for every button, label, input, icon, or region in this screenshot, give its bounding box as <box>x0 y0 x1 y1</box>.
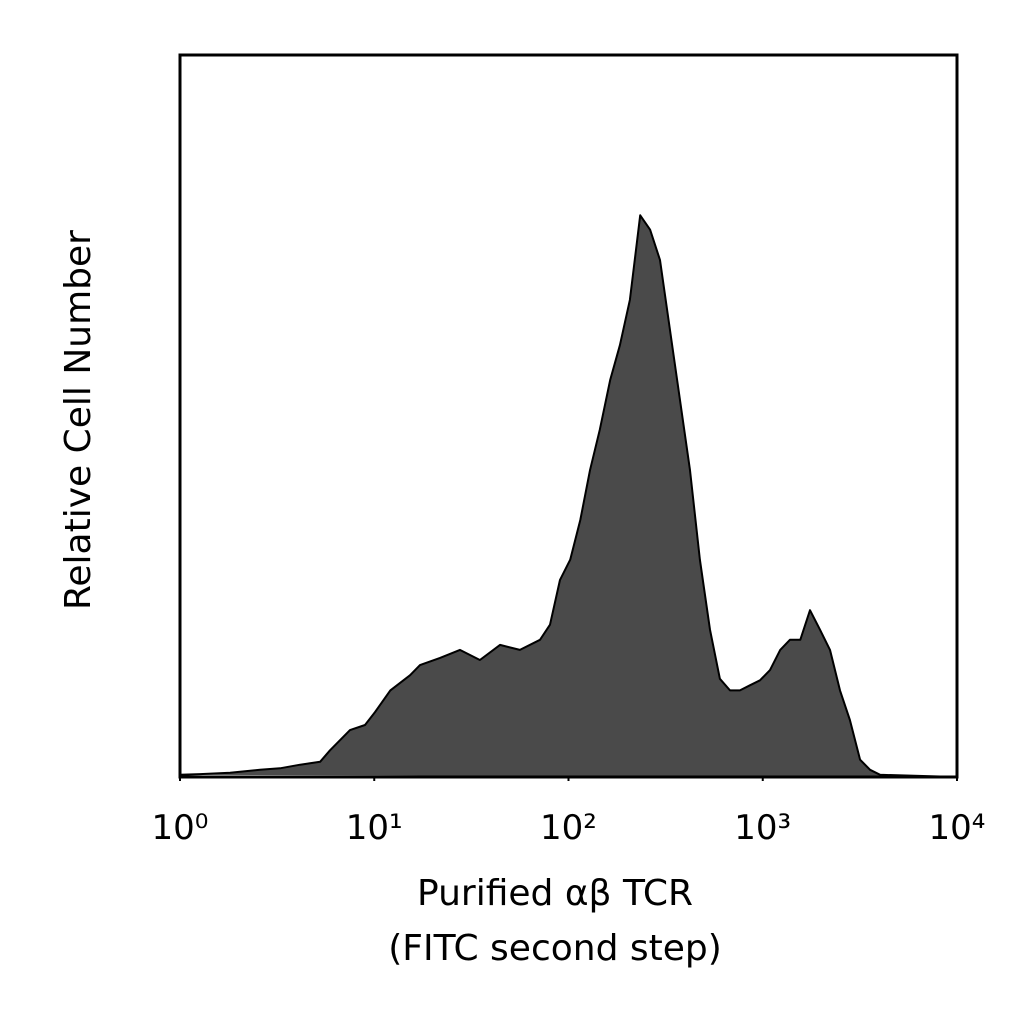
x-tick-label: 10¹ <box>346 808 403 848</box>
x-tick-label: 10² <box>540 808 597 848</box>
y-axis-label: Relative Cell Number <box>58 230 99 610</box>
x-tick-label: 10³ <box>734 808 791 848</box>
x-tick-label: 10⁴ <box>929 808 986 848</box>
x-axis-label: (FITC second step) <box>388 928 722 969</box>
x-axis-label: Purified αβ TCR <box>417 873 693 914</box>
x-tick-label: 10⁰ <box>152 808 209 848</box>
histogram-area <box>179 214 958 778</box>
